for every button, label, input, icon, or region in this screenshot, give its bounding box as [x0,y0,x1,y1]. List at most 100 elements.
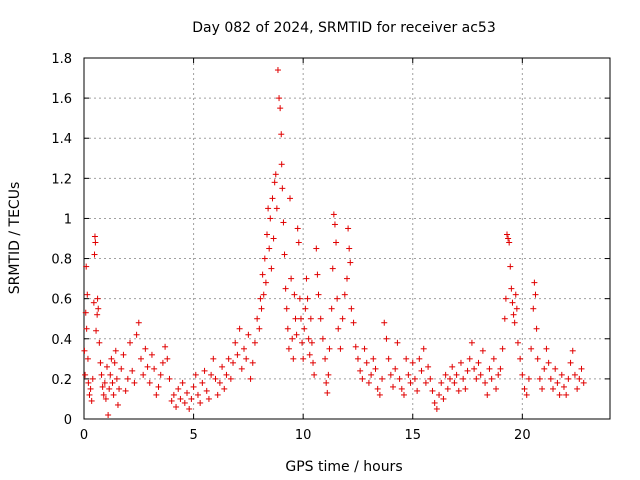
data-point [422,379,429,386]
data-point [545,359,552,366]
data-point [100,391,107,398]
data-point [565,375,572,382]
data-point [528,345,535,352]
data-point [140,371,147,378]
data-point [153,391,160,398]
data-point [330,211,337,218]
data-point [304,295,311,302]
data-point [260,291,267,298]
data-point [111,359,118,366]
data-point [259,271,266,278]
data-point [164,355,171,362]
y-tick-label: 1 [64,212,72,227]
data-point [429,387,436,394]
data-point [333,239,340,246]
data-point [466,355,473,362]
data-point [440,395,447,402]
data-point [214,391,221,398]
data-point [272,171,279,178]
data-point [240,345,247,352]
data-point [267,215,274,222]
data-point [131,379,138,386]
data-point [556,391,563,398]
data-point [175,385,182,392]
data-point [109,379,116,386]
data-point [264,231,271,238]
data-point [199,379,206,386]
data-point [135,319,142,326]
x-tick-label: 10 [295,428,312,443]
data-point [216,379,223,386]
data-point [425,363,432,370]
data-point [190,383,197,390]
data-point [293,331,300,338]
data-point [247,375,254,382]
data-point [173,403,180,410]
y-tick-label: 1.4 [51,132,72,147]
data-point [90,299,97,306]
data-point [85,379,92,386]
data-point [302,305,309,312]
data-point [110,391,117,398]
data-point [95,305,102,312]
data-point [280,219,287,226]
data-point [552,365,559,372]
data-point [379,375,386,382]
data-point [457,359,464,366]
data-point [162,343,169,350]
data-point [146,379,153,386]
data-point [497,365,504,372]
data-point [91,233,98,240]
data-point [137,355,144,362]
y-axis-title: SRMTID / TECUs [7,182,23,295]
data-point [284,325,291,332]
data-point [257,295,264,302]
data-point [104,363,111,370]
data-point [517,355,524,362]
data-point [427,375,434,382]
data-point [271,179,278,186]
data-point [269,195,276,202]
data-point [223,371,230,378]
data-point [571,371,578,378]
data-point [88,397,95,404]
data-point [201,367,208,374]
data-point [238,365,245,372]
data-point [331,221,338,228]
data-point [203,387,210,394]
data-point [368,371,375,378]
data-point [374,385,381,392]
data-point [142,345,149,352]
data-point [558,371,565,378]
data-point [436,391,443,398]
data-point [186,405,193,412]
data-point [464,367,471,374]
data-point [365,379,372,386]
data-point [438,379,445,386]
data-point [420,345,427,352]
data-point [82,371,89,378]
data-point [394,339,401,346]
data-point [398,385,405,392]
data-point [352,343,359,350]
data-point [285,345,292,352]
data-point [120,351,127,358]
data-point [108,355,115,362]
data-point [405,371,412,378]
data-point [310,359,317,366]
data-point [288,275,295,282]
data-point [334,295,341,302]
data-point [194,391,201,398]
data-point [258,305,265,312]
data-point [84,291,91,298]
data-point [348,305,355,312]
data-point [89,375,96,382]
data-point [295,239,302,246]
y-tick-label: 0.6 [51,293,72,308]
data-point [523,391,530,398]
data-point [541,365,548,372]
data-point [400,391,407,398]
data-point [361,345,368,352]
data-point [94,311,101,318]
data-point [251,339,258,346]
